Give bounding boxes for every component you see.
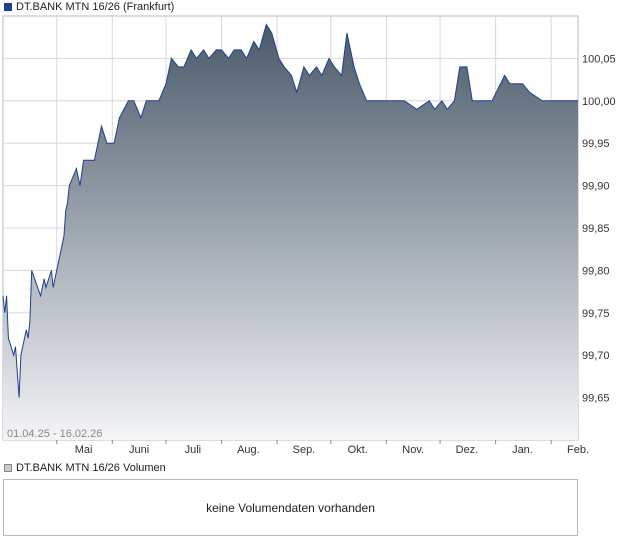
x-tick-label: Aug. [237,444,260,456]
x-tick-label: Sep. [293,444,316,456]
x-tick-label: Dez. [456,444,479,456]
y-tick-label: 99,70 [582,350,610,362]
y-axis: 100,05 100,00 99,95 99,90 99,85 99,80 99,75 99,… [582,53,616,404]
volume-empty-message: keine Volumendaten vorhanden [206,500,375,515]
date-range-label: 01.04.25 - 16.02.26 [7,428,102,440]
y-tick-label: 99,85 [582,223,610,235]
y-tick-label: 99,65 [582,393,610,405]
y-tick-label: 100,00 [582,96,616,108]
x-axis: Mai Juni Juli Aug. Sep. Okt. Nov. Dez. Jan. Feb. [56,440,589,456]
y-tick-label: 99,80 [582,265,610,277]
price-line [2,23,578,398]
x-tick-label: Juli [185,444,202,456]
volume-panel: keine Volumendaten vorhanden [3,479,578,536]
x-tick-label: Juni [129,444,149,456]
chart-legend: DT.BANK MTN 16/26 (Frankfurt) [4,0,174,14]
volume-swatch [4,464,12,472]
x-tick-label: Feb. [567,444,589,456]
volume-title: DT.BANK MTN 16/26 Volumen [16,462,166,474]
chart-title: DT.BANK MTN 16/26 (Frankfurt) [16,1,175,13]
series-swatch [4,3,12,11]
x-tick-label: Jan. [512,444,533,456]
x-tick-label: Nov. [402,444,424,456]
price-area [3,24,578,440]
volume-legend: DT.BANK MTN 16/26 Volumen [4,461,166,475]
x-tick-label: Mai [75,444,93,456]
y-tick-label: 99,95 [582,138,610,150]
y-tick-label: 100,05 [582,53,616,65]
y-tick-label: 99,75 [582,308,610,320]
price-chart: 100,05 100,00 99,95 99,90 99,85 99,80 99,75 99,… [2,15,616,456]
x-tick-label: Okt. [348,444,368,456]
y-tick-label: 99,90 [582,181,610,193]
